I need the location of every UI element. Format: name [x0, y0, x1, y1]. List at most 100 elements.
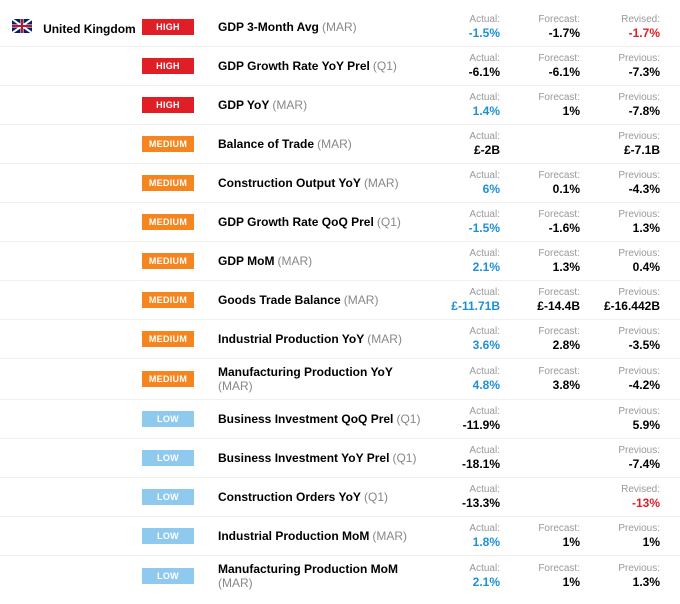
event-period: (MAR) [364, 176, 399, 190]
actual-label: Actual: [428, 326, 500, 337]
first-event-col[interactable]: GDP 3-Month Avg (MAR) [210, 20, 428, 34]
economic-calendar: United Kingdom HIGH GDP 3-Month Avg (MAR… [0, 0, 680, 604]
event-col[interactable]: Business Investment YoY Prel (Q1) [210, 451, 428, 465]
event-col[interactable]: GDP Growth Rate QoQ Prel (Q1) [210, 215, 428, 229]
event-col[interactable]: Construction Output YoY (MAR) [210, 176, 428, 190]
actual-value: 6% [428, 182, 500, 196]
impact-col: LOW [142, 489, 210, 505]
forecast-cell: Forecast:1% [508, 563, 588, 589]
event-name: Manufacturing Production MoM [218, 562, 398, 576]
actual-cell: Actual:3.6% [428, 326, 508, 352]
col3-value: -7.4% [588, 457, 660, 471]
data-cols: Actual:2.1%Forecast:1%Previous:1.3% [428, 563, 668, 589]
impact-col: MEDIUM [142, 214, 210, 230]
event-name: GDP MoM [218, 254, 274, 268]
impact-badge: LOW [142, 411, 194, 427]
col2-value: 1% [508, 575, 580, 589]
actual-cell: Actual:-1.5% [428, 209, 508, 235]
actual-label: Actual: [428, 14, 500, 25]
event-col[interactable]: Industrial Production YoY (MAR) [210, 332, 428, 346]
actual-value: 1.8% [428, 535, 500, 549]
data-cols: Actual:£-11.71BForecast:£-14.4BPrevious:… [428, 287, 668, 313]
col3-label: Revised: [588, 14, 660, 25]
col3-label: Previous: [588, 170, 660, 181]
event-row: MEDIUMBalance of Trade (MAR)Actual:£-2B-… [0, 125, 680, 164]
col3-value: 0.4% [588, 260, 660, 274]
impact-col: MEDIUM [142, 292, 210, 308]
col3-label: Previous: [588, 326, 660, 337]
event-row: LOW Industrial Production MoM (MAR)Actual… [0, 517, 680, 556]
event-row: LOWBusiness Investment QoQ Prel (Q1)Actu… [0, 400, 680, 439]
previous-cell: Previous:-4.3% [588, 170, 668, 196]
event-name: Manufacturing Production YoY [218, 365, 393, 379]
col3-value: £-16.442B [588, 299, 660, 313]
previous-cell: Previous:£-7.1B [588, 131, 668, 157]
col3-value: £-7.1B [588, 143, 660, 157]
actual-cell: Actual:1.4% [428, 92, 508, 118]
actual-cell: Actual:2.1% [428, 563, 508, 589]
event-row: MEDIUMGDP Growth Rate QoQ Prel (Q1)Actua… [0, 203, 680, 242]
event-row: HIGHGDP YoY (MAR)Actual:1.4%Forecast:1%P… [0, 86, 680, 125]
impact-col: MEDIUM [142, 331, 210, 347]
impact-badge: LOW [142, 528, 194, 544]
col3-label: Previous: [588, 92, 660, 103]
event-col[interactable]: Balance of Trade (MAR) [210, 137, 428, 151]
impact-badge: HIGH [142, 58, 194, 74]
event-col[interactable]: Construction Orders YoY (Q1) [210, 490, 428, 504]
data-cols: Actual:-18.1%--Previous:-7.4% [428, 445, 668, 471]
event-name: Balance of Trade [218, 137, 314, 151]
impact-badge: HIGH [142, 97, 194, 113]
event-row: MEDIUMGDP MoM (MAR)Actual:2.1%Forecast:1… [0, 242, 680, 281]
col3-label: Previous: [588, 287, 660, 298]
event-col[interactable]: Goods Trade Balance (MAR) [210, 293, 428, 307]
forecast-cell: Forecast: -1.7% [508, 14, 588, 40]
event-period: (MAR) [218, 379, 253, 393]
data-cols: Actual:4.8%Forecast:3.8%Previous:-4.2% [428, 366, 668, 392]
col3-value: 1.3% [588, 575, 660, 589]
event-name: Business Investment QoQ Prel [218, 412, 393, 426]
actual-label: Actual: [428, 523, 500, 534]
event-row: HIGHGDP Growth Rate YoY Prel (Q1)Actual:… [0, 47, 680, 86]
event-name: Industrial Production YoY [218, 332, 364, 346]
event-col[interactable]: GDP Growth Rate YoY Prel (Q1) [210, 59, 428, 73]
actual-label: Actual: [428, 209, 500, 220]
impact-badge: LOW [142, 450, 194, 466]
impact-col: MEDIUM [142, 136, 210, 152]
actual-label: Actual: [428, 484, 500, 495]
forecast-cell: Forecast:-6.1% [508, 53, 588, 79]
event-col[interactable]: GDP MoM (MAR) [210, 254, 428, 268]
col2-value: 1.3% [508, 260, 580, 274]
impact-badge: LOW [142, 568, 194, 584]
impact-col: LOW [142, 528, 210, 544]
previous-cell: Previous:0.4% [588, 248, 668, 274]
country-name: United Kingdom [43, 22, 136, 36]
impact-badge: LOW [142, 489, 194, 505]
previous-cell: Previous:1.3% [588, 563, 668, 589]
event-col[interactable]: Industrial Production MoM (MAR) [210, 529, 428, 543]
event-row: LOW Construction Orders YoY (Q1)Actual:-1… [0, 478, 680, 517]
data-cols: Actual:3.6%Forecast:2.8%Previous:-3.5% [428, 326, 668, 352]
header-row: United Kingdom HIGH GDP 3-Month Avg (MAR… [0, 8, 680, 47]
previous-cell: Previous:-7.8% [588, 92, 668, 118]
impact-col: LOW [142, 568, 210, 584]
col2-label: Forecast: [508, 248, 580, 259]
event-col[interactable]: GDP YoY (MAR) [210, 98, 428, 112]
event-col[interactable]: Business Investment QoQ Prel (Q1) [210, 412, 428, 426]
event-col[interactable]: Manufacturing Production MoM (MAR) [210, 562, 428, 590]
event-period: (MAR) [367, 332, 402, 346]
event-col[interactable]: Manufacturing Production YoY (MAR) [210, 365, 428, 393]
forecast-cell: Forecast:£-14.4B [508, 287, 588, 313]
uk-flag-icon [12, 19, 32, 33]
col3-value: 1% [588, 535, 660, 549]
col2-label: Forecast: [508, 209, 580, 220]
col2-label: Forecast: [508, 366, 580, 377]
actual-value: 1.4% [428, 104, 500, 118]
event-row: MEDIUMConstruction Output YoY (MAR)Actua… [0, 164, 680, 203]
impact-col: LOW [142, 450, 210, 466]
col2-value: £-14.4B [508, 299, 580, 313]
event-period: (MAR) [317, 137, 352, 151]
forecast-cell: Forecast:2.8% [508, 326, 588, 352]
actual-value: -13.3% [428, 496, 500, 510]
data-cols: Actual:1.8%Forecast:1%Previous:1% [428, 523, 668, 549]
event-name: GDP 3-Month Avg [218, 20, 319, 34]
